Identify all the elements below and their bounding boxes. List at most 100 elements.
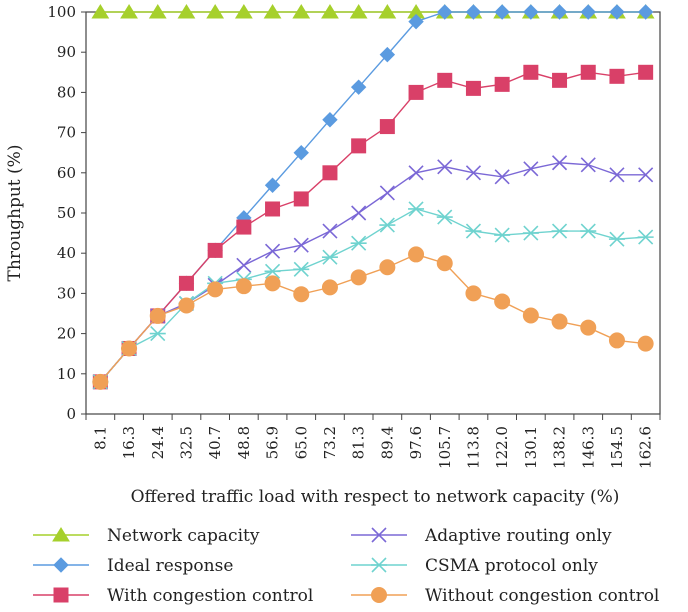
data-point bbox=[293, 261, 310, 277]
x-tick-label: 81.3 bbox=[350, 426, 368, 459]
data-point bbox=[264, 177, 281, 193]
plot-frame bbox=[85, 11, 661, 415]
x-axis-ticks: 8.1 16.3 24.4 32.5 40.7 48.8 56.9 65.0 73.2 81.3 8… bbox=[85, 414, 661, 469]
legend-marker bbox=[371, 527, 387, 543]
data-point bbox=[264, 263, 281, 279]
x-tick-label: 105.7 bbox=[436, 426, 454, 469]
data-point bbox=[494, 4, 510, 20]
data-point bbox=[552, 72, 568, 88]
legend-label: CSMA protocol only bbox=[425, 556, 598, 576]
legend-label: Without congestion control bbox=[425, 586, 659, 606]
data-point bbox=[551, 313, 568, 330]
data-point bbox=[351, 205, 367, 221]
data-point bbox=[379, 217, 396, 233]
data-point bbox=[321, 279, 338, 296]
data-point bbox=[465, 80, 481, 96]
data-point bbox=[321, 249, 338, 265]
data-point bbox=[293, 144, 309, 161]
data-point bbox=[91, 4, 110, 19]
data-point bbox=[465, 223, 482, 239]
y-tick-label: 0 bbox=[66, 405, 76, 423]
data-point bbox=[350, 235, 367, 251]
data-point bbox=[609, 167, 625, 183]
data-point bbox=[408, 246, 425, 263]
x-tick-label: 89.4 bbox=[378, 426, 396, 459]
legend-item: CSMA protocol only bbox=[351, 556, 598, 576]
x-tick-label: 97.6 bbox=[407, 426, 425, 459]
legend-item: Ideal response bbox=[33, 556, 233, 576]
data-point bbox=[292, 4, 311, 19]
data-point bbox=[494, 293, 511, 310]
series-ideal-response bbox=[92, 4, 654, 390]
y-tick-label: 30 bbox=[57, 284, 76, 302]
data-point bbox=[264, 243, 281, 259]
data-point bbox=[465, 4, 482, 20]
data-point bbox=[293, 237, 309, 253]
data-point bbox=[465, 165, 482, 181]
data-point bbox=[580, 223, 597, 239]
x-tick-label: 130.1 bbox=[522, 426, 540, 469]
legend-label: With congestion control bbox=[107, 586, 313, 606]
data-point bbox=[523, 4, 539, 20]
y-tick-label: 20 bbox=[57, 325, 76, 343]
data-point bbox=[207, 281, 224, 298]
data-point bbox=[408, 201, 425, 217]
data-point bbox=[177, 4, 196, 19]
y-tick-label: 10 bbox=[57, 365, 76, 383]
data-point bbox=[206, 4, 225, 19]
data-point bbox=[265, 201, 281, 217]
x-tick-label: 24.4 bbox=[149, 426, 167, 459]
legend-item: With congestion control bbox=[33, 586, 313, 606]
data-point bbox=[637, 335, 654, 352]
data-point bbox=[349, 4, 368, 19]
series-layer bbox=[91, 4, 655, 390]
data-point bbox=[351, 138, 367, 154]
data-point bbox=[263, 4, 282, 19]
legend-marker bbox=[52, 527, 70, 542]
data-point bbox=[494, 76, 510, 92]
data-point bbox=[322, 165, 338, 181]
legend-marker bbox=[371, 587, 387, 603]
legend-marker bbox=[53, 557, 69, 573]
data-point bbox=[350, 79, 367, 95]
legend-label: Ideal response bbox=[107, 556, 233, 576]
data-point bbox=[551, 4, 568, 20]
data-point bbox=[494, 169, 510, 185]
data-point bbox=[522, 307, 539, 324]
x-tick-label: 146.3 bbox=[579, 426, 597, 469]
legend-marker bbox=[371, 557, 387, 573]
legend-label: Adaptive routing only bbox=[424, 526, 612, 546]
data-point bbox=[408, 165, 424, 181]
series-csma-protocol-only bbox=[92, 201, 654, 390]
data-point bbox=[264, 275, 281, 292]
data-point bbox=[436, 255, 453, 272]
x-tick-label: 40.7 bbox=[206, 426, 224, 459]
x-tick-label: 65.0 bbox=[292, 426, 310, 459]
legend-marker bbox=[53, 587, 69, 603]
x-tick-label: 113.8 bbox=[464, 426, 482, 469]
series-without-congestion-control bbox=[92, 246, 654, 390]
data-point bbox=[178, 297, 195, 314]
data-point bbox=[609, 4, 625, 20]
data-point bbox=[522, 225, 539, 241]
y-tick-label: 60 bbox=[57, 164, 76, 182]
data-point bbox=[494, 227, 511, 243]
data-point bbox=[638, 64, 654, 80]
data-point bbox=[322, 112, 338, 128]
data-point bbox=[149, 326, 166, 342]
y-tick-label: 80 bbox=[57, 83, 76, 101]
data-point bbox=[580, 319, 597, 336]
data-point bbox=[178, 275, 194, 291]
y-axis-title: Throughput (%) bbox=[5, 145, 25, 282]
data-point bbox=[322, 223, 338, 239]
data-point bbox=[408, 13, 424, 30]
data-point bbox=[148, 4, 167, 19]
data-point bbox=[637, 229, 654, 245]
data-point bbox=[551, 223, 568, 239]
x-axis-title: Offered traffic load with respect to net… bbox=[131, 487, 620, 507]
x-tick-label: 48.8 bbox=[235, 426, 253, 459]
y-tick-label: 50 bbox=[57, 204, 76, 222]
data-point bbox=[437, 4, 453, 20]
data-point bbox=[149, 307, 166, 324]
